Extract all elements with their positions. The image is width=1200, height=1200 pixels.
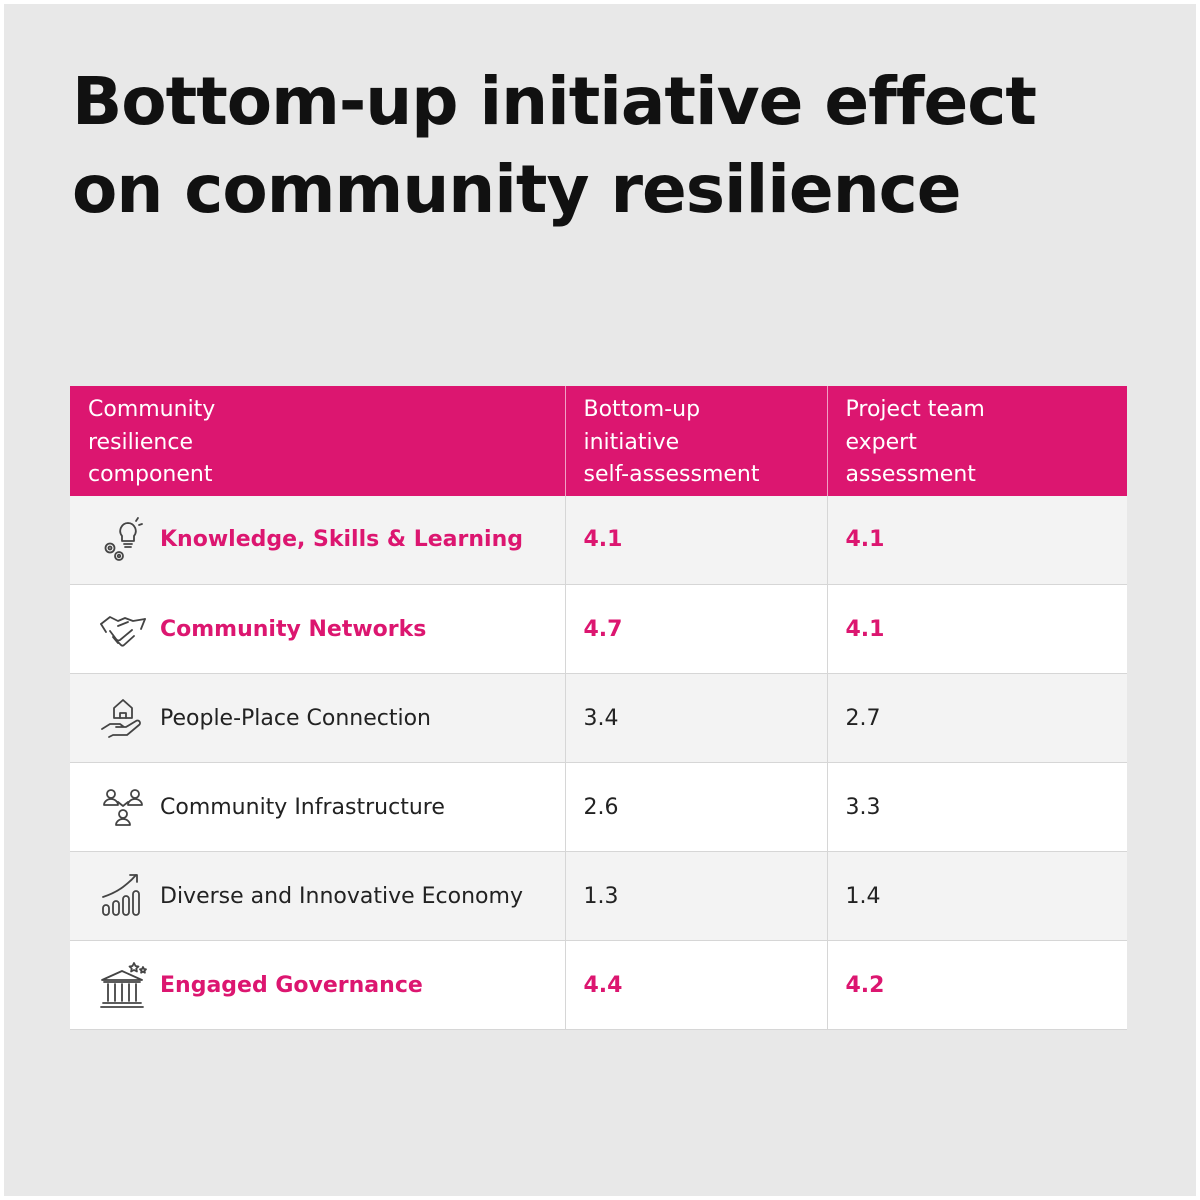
expert-assessment-value: 2.7 — [827, 673, 1127, 763]
component-label: People-Place Connection — [160, 705, 431, 731]
component-label: Community Networks — [160, 616, 427, 642]
header-self-line: self-assessment — [583, 462, 760, 487]
component-label: Diverse and Innovative Economy — [160, 883, 523, 909]
growth-chart-icon — [98, 871, 148, 921]
component-cell: Community Networks — [70, 584, 566, 674]
component-label: Engaged Governance — [160, 972, 423, 998]
table-row: People-Place Connection 3.4 2.7 — [70, 673, 1127, 763]
component-label: Community Infrastructure — [160, 794, 445, 820]
component-label: Knowledge, Skills & Learning — [160, 527, 523, 553]
table-row: Engaged Governance 4.4 4.2 — [70, 940, 1127, 1030]
expert-assessment-value: 4.1 — [827, 495, 1127, 585]
expert-assessment-value: 3.3 — [827, 762, 1127, 852]
self-assessment-value: 4.4 — [565, 940, 828, 1030]
expert-assessment-value: 4.1 — [827, 584, 1127, 674]
table-row: Community Infrastructure 2.6 3.3 — [70, 762, 1127, 852]
self-assessment-value: 1.3 — [565, 851, 828, 941]
self-assessment-value: 4.1 — [565, 495, 828, 585]
self-assessment-value: 3.4 — [565, 673, 828, 763]
component-cell: Community Infrastructure — [70, 762, 566, 852]
header-row: Community resilience component Bottom-up… — [70, 386, 1127, 496]
header-component: Community resilience component — [70, 386, 566, 496]
header-component-line: Community — [88, 397, 216, 422]
table-row: Diverse and Innovative Economy 1.3 1.4 — [70, 851, 1127, 941]
self-assessment-value: 2.6 — [565, 762, 828, 852]
table-row: Community Networks 4.7 4.1 — [70, 584, 1127, 674]
title-line-2: on community resilience — [72, 151, 962, 228]
table-row: Knowledge, Skills & Learning 4.1 4.1 — [70, 495, 1127, 585]
component-cell: Engaged Governance — [70, 940, 566, 1030]
people-network-icon — [98, 782, 148, 832]
component-cell: Diverse and Innovative Economy — [70, 851, 566, 941]
hand-house-icon — [98, 693, 148, 743]
header-expert-line: Project team — [845, 397, 985, 422]
handshake-icon — [98, 604, 148, 654]
chart-title: Bottom-up initiative effect on community… — [72, 58, 1072, 234]
self-assessment-value: 4.7 — [565, 584, 828, 674]
header-component-line: component — [88, 462, 213, 487]
lightbulb-gears-icon — [98, 515, 148, 565]
component-cell: Knowledge, Skills & Learning — [70, 495, 566, 585]
expert-assessment-value: 1.4 — [827, 851, 1127, 941]
header-component-line: resilience — [88, 429, 194, 455]
header-self-line: Bottom-up — [583, 397, 701, 422]
resilience-table: Community resilience component Bottom-up… — [70, 386, 1127, 1030]
title-line-1: Bottom-up initiative effect — [72, 63, 1037, 140]
component-cell: People-Place Connection — [70, 673, 566, 763]
expert-assessment-value: 4.2 — [827, 940, 1127, 1030]
header-expert-line: assessment — [845, 462, 976, 487]
header-expert-assessment: Project team expert assessment — [827, 386, 1127, 496]
header-self-assessment: Bottom-up initiative self-assessment — [565, 386, 828, 496]
government-building-icon — [98, 960, 148, 1010]
header-self-line: initiative — [583, 429, 680, 455]
header-expert-line: expert — [845, 429, 917, 455]
